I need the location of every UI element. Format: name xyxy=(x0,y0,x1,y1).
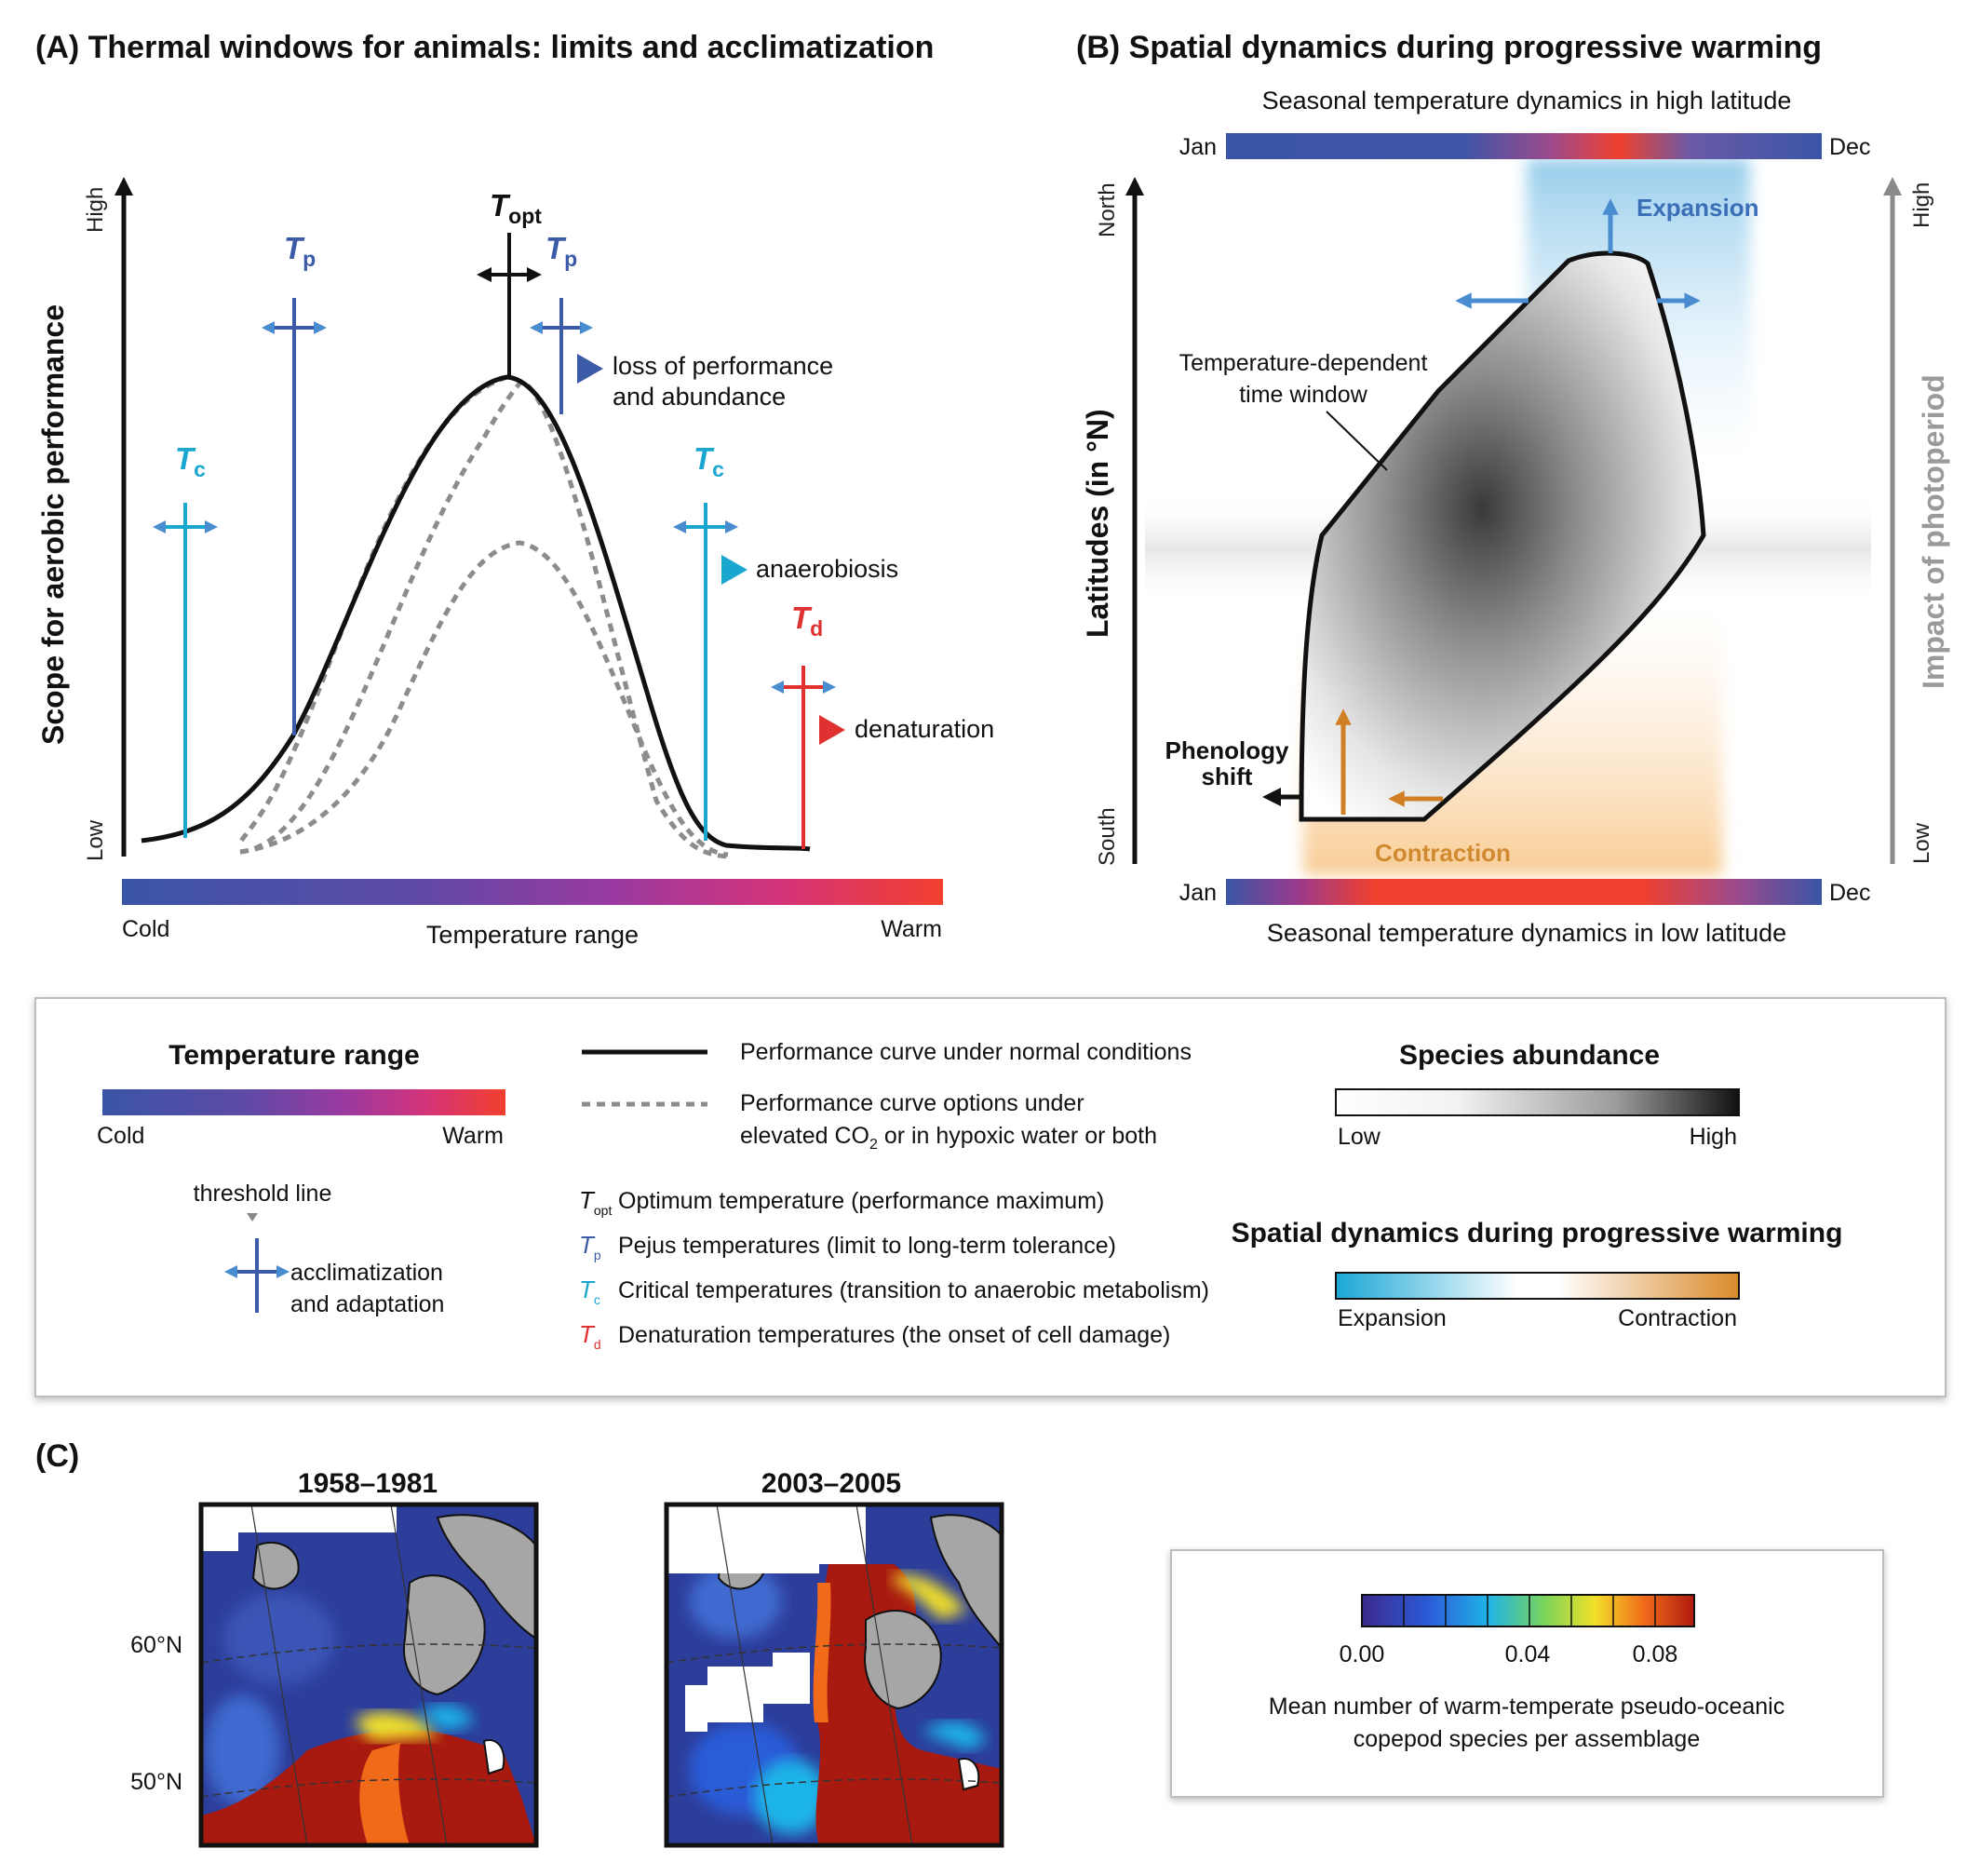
lat-60-label: 60°N xyxy=(130,1632,182,1658)
legend-acclim-2: and adaptation xyxy=(290,1291,444,1317)
legend-tc-desc: Critical temperatures (transition to ana… xyxy=(618,1277,1209,1303)
legend-abundance-title: Species abundance xyxy=(1399,1040,1660,1071)
colorbar-label-2: 0.08 xyxy=(1633,1641,1678,1667)
colorbar-caption-2: copepod species per assemblage xyxy=(1354,1726,1700,1752)
y-axis-high: High xyxy=(83,187,108,233)
denaturation-label: denaturation xyxy=(855,715,994,743)
panel-b-title: (B) Spatial dynamics during progressive … xyxy=(1076,30,1822,65)
legend-solid-label: Performance curve under normal condition… xyxy=(740,1039,1192,1065)
copepod-colorbar xyxy=(1361,1594,1695,1627)
panel-a-title: (A) Thermal windows for animals: limits … xyxy=(35,30,934,65)
legend-abundance-bar xyxy=(1335,1088,1740,1116)
photoperiod-high: High xyxy=(1909,182,1934,228)
legend-tc-symbol: Tc xyxy=(579,1275,600,1307)
loss-label-2: and abundance xyxy=(613,383,786,411)
window-label-1: Temperature-dependent xyxy=(1179,350,1428,376)
map1-title: 1958–1981 xyxy=(298,1468,438,1499)
contraction-label: Contraction xyxy=(1375,839,1511,867)
legend-td-symbol: Td xyxy=(579,1320,601,1352)
anaerobiosis-label: anaerobiosis xyxy=(756,555,898,583)
legend-threshold-label: threshold line xyxy=(194,1181,332,1207)
x-axis-label: Temperature range xyxy=(426,921,639,949)
legend-temp-bar xyxy=(102,1089,505,1115)
legend-temp-title: Temperature range xyxy=(168,1040,420,1071)
dashed-curve-left xyxy=(237,374,508,844)
panel-c: (C) 1958–1981 2003–2005 60°N 50°N xyxy=(35,1438,1884,1848)
phenology-label-1: Phenology xyxy=(1165,736,1289,764)
lat-50-label: 50°N xyxy=(130,1769,182,1795)
panel-a: (A) Thermal windows for animals: limits … xyxy=(35,30,994,949)
denaturation-triangle xyxy=(819,715,845,745)
legend-spatial-bar xyxy=(1335,1272,1740,1300)
colorbar-label-1: 0.04 xyxy=(1505,1641,1551,1667)
legend-warm: Warm xyxy=(442,1123,504,1149)
legend-contraction: Contraction xyxy=(1618,1305,1737,1331)
colorbar-label-0: 0.00 xyxy=(1340,1641,1385,1667)
latitude-axis-label: Latitudes (in °N) xyxy=(1081,409,1114,638)
top-seasonal-bar xyxy=(1226,133,1822,159)
top-label: Seasonal temperature dynamics in high la… xyxy=(1262,87,1792,115)
y-axis-low: Low xyxy=(83,819,108,861)
south-label: South xyxy=(1095,807,1120,866)
t-p-right-label: Tp xyxy=(546,231,577,271)
top-dec: Dec xyxy=(1829,134,1870,160)
legend-dashed-label-2: elevated CO2 or in hypoxic water or both xyxy=(740,1123,1157,1153)
legend-topt-symbol: Topt xyxy=(579,1186,612,1218)
legend-td-desc: Denaturation temperatures (the onset of … xyxy=(618,1322,1170,1348)
window-leader-line xyxy=(1326,411,1388,471)
temperature-range-bar xyxy=(122,879,943,905)
panel-c-label: (C) xyxy=(35,1438,79,1474)
x-axis-warm: Warm xyxy=(881,916,942,942)
photoperiod-label: Impact of photoperiod xyxy=(1917,374,1950,689)
t-d-label: Td xyxy=(791,601,823,641)
loss-triangle xyxy=(577,354,603,384)
legend-dashed-label-1: Performance curve options under xyxy=(740,1090,1084,1116)
t-c-right-label: Tc xyxy=(694,441,724,481)
colorbar-frame xyxy=(1170,1549,1884,1798)
window-label-2: time window xyxy=(1239,382,1367,408)
dashed-curve-inner xyxy=(239,540,729,857)
expansion-label: Expansion xyxy=(1637,194,1758,222)
photoperiod-low: Low xyxy=(1909,822,1934,864)
top-jan: Jan xyxy=(1179,134,1217,160)
panel-b: (B) Spatial dynamics during progressive … xyxy=(1076,30,1950,947)
phenology-label-2: shift xyxy=(1202,763,1253,790)
anaerobiosis-triangle xyxy=(721,555,748,585)
legend-abundance-low: Low xyxy=(1338,1124,1381,1150)
time-window xyxy=(1299,250,1706,822)
legend-box: Temperature range Cold Warm threshold li… xyxy=(34,997,1946,1397)
loss-label-1: loss of performance xyxy=(613,352,833,380)
map-1958-1981 xyxy=(198,1502,539,1848)
bottom-seasonal-bar xyxy=(1226,879,1822,905)
t-p-left-label: Tp xyxy=(284,231,316,271)
solid-performance-curve xyxy=(141,374,811,852)
legend-acclim-1: acclimatization xyxy=(290,1260,443,1286)
legend-topt-desc: Optimum temperature (performance maximum… xyxy=(618,1188,1104,1214)
legend-expansion: Expansion xyxy=(1338,1305,1447,1331)
map-2003-2005 xyxy=(664,1502,1004,1848)
dashed-curve-outer xyxy=(239,379,729,859)
legend-frame xyxy=(34,997,1946,1397)
x-axis-cold: Cold xyxy=(122,916,169,942)
north-label: North xyxy=(1095,182,1120,237)
bottom-jan: Jan xyxy=(1179,880,1217,906)
legend-tp-symbol: Tp xyxy=(579,1231,601,1262)
colorbar-caption-1: Mean number of warm-temperate pseudo-oce… xyxy=(1269,1694,1785,1720)
t-c-left-label: Tc xyxy=(175,441,206,481)
bottom-label: Seasonal temperature dynamics in low lat… xyxy=(1267,919,1786,947)
bottom-dec: Dec xyxy=(1829,880,1870,906)
legend-tp-desc: Pejus temperatures (limit to long-term t… xyxy=(618,1233,1116,1259)
y-axis-label: Scope for aerobic performance xyxy=(36,304,70,745)
legend-abundance-high: High xyxy=(1690,1124,1737,1150)
legend-spatial-title: Spatial dynamics during progressive warm… xyxy=(1232,1218,1843,1248)
t-opt-label: Topt xyxy=(490,188,542,228)
threshold-pointer-icon xyxy=(247,1213,258,1221)
legend-cold: Cold xyxy=(97,1123,144,1149)
map2-title: 2003–2005 xyxy=(761,1468,901,1499)
